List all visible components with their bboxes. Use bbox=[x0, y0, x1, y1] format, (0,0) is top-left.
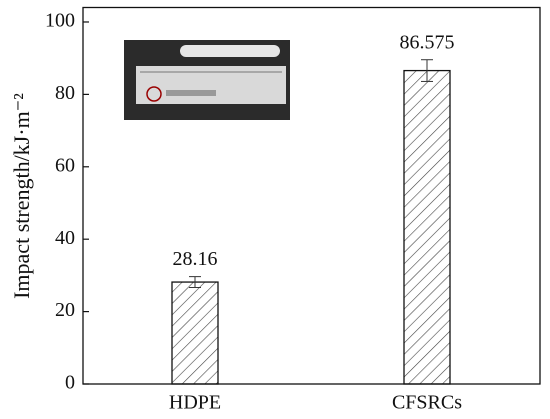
y-axis-label: Impact strength/kJ·m⁻² bbox=[9, 93, 34, 299]
value-label: 28.16 bbox=[173, 248, 218, 270]
x-tick-label: HDPE bbox=[169, 392, 221, 414]
value-label: 86.575 bbox=[400, 31, 455, 53]
y-tick-label: 20 bbox=[55, 299, 75, 321]
y-tick-label: 40 bbox=[55, 227, 75, 249]
y-tick-label: 80 bbox=[55, 82, 75, 104]
plot-frame bbox=[82, 6, 541, 385]
bar-hatch bbox=[403, 69, 451, 385]
y-tick-label: 0 bbox=[65, 372, 75, 394]
error-bar bbox=[421, 59, 433, 82]
bar-hatch bbox=[171, 281, 219, 385]
x-tick-label: CFSRCs bbox=[392, 392, 462, 414]
y-tick-label: 100 bbox=[45, 10, 75, 32]
inset-photo bbox=[124, 40, 290, 120]
y-tick-label: 60 bbox=[55, 154, 75, 176]
error-bar bbox=[189, 276, 201, 288]
